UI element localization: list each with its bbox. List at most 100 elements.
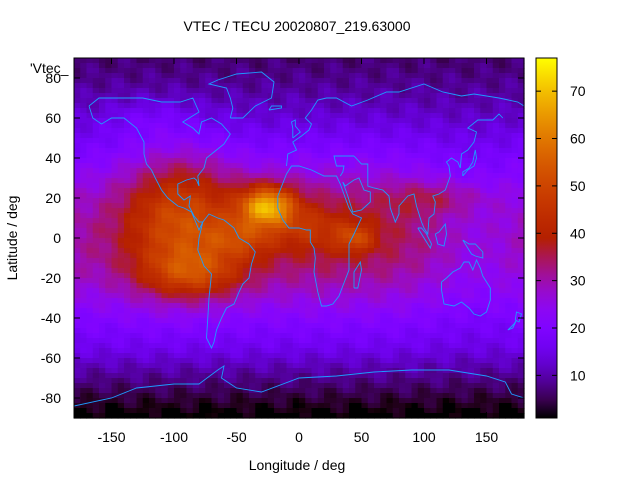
heatmap-cell	[392, 313, 400, 319]
heatmap-cell	[267, 263, 275, 269]
heatmap-cell	[417, 373, 425, 379]
heatmap-cell	[236, 228, 244, 234]
heatmap-cell	[480, 73, 488, 79]
heatmap-cell	[249, 263, 256, 269]
heatmap-cell	[392, 263, 400, 269]
heatmap-cell	[99, 143, 106, 149]
heatmap-cell	[349, 323, 356, 329]
heatmap-cell	[174, 243, 181, 249]
heatmap-cell	[242, 223, 250, 229]
heatmap-cell	[242, 353, 250, 359]
heatmap-cell	[249, 298, 256, 304]
heatmap-cell	[286, 248, 294, 254]
heatmap-cell	[192, 373, 200, 379]
heatmap-cell	[117, 198, 125, 204]
heatmap-cell	[111, 343, 119, 349]
heatmap-cell	[249, 323, 256, 329]
heatmap-cell	[111, 263, 119, 269]
heatmap-cell	[305, 348, 313, 354]
heatmap-cell	[411, 98, 419, 104]
heatmap-cell	[124, 303, 131, 309]
heatmap-cell	[417, 393, 425, 399]
heatmap-cell	[186, 153, 194, 159]
heatmap-cell	[224, 258, 231, 264]
heatmap-cell	[74, 343, 81, 349]
heatmap-cell	[217, 188, 225, 194]
heatmap-cell	[167, 313, 175, 319]
heatmap-cell	[174, 163, 181, 169]
heatmap-cell	[124, 88, 131, 94]
heatmap-cell	[317, 358, 325, 364]
heatmap-cell	[474, 238, 481, 244]
heatmap-cell	[411, 168, 419, 174]
heatmap-cell	[205, 283, 213, 289]
heatmap-cell	[155, 123, 163, 129]
heatmap-cell	[492, 83, 500, 89]
heatmap-cell	[130, 338, 138, 344]
heatmap-cell	[155, 183, 163, 189]
heatmap-cell	[442, 308, 450, 314]
heatmap-cell	[455, 258, 463, 264]
heatmap-cell	[192, 313, 200, 319]
heatmap-cell	[286, 318, 294, 324]
heatmap-cell	[361, 203, 369, 209]
heatmap-cell	[161, 98, 169, 104]
heatmap-cell	[249, 348, 256, 354]
heatmap-cell	[280, 338, 288, 344]
heatmap-cell	[224, 203, 231, 209]
heatmap-cell	[311, 83, 319, 89]
heatmap-cell	[411, 143, 419, 149]
heatmap-cell	[124, 63, 131, 69]
heatmap-cell	[374, 78, 381, 84]
heatmap-cell	[392, 348, 400, 354]
heatmap-cell	[274, 108, 281, 114]
heatmap-cell	[361, 73, 369, 79]
heatmap-cell	[474, 198, 481, 204]
heatmap-cell	[424, 308, 431, 314]
heatmap-cell	[511, 88, 519, 94]
heatmap-cell	[442, 298, 450, 304]
heatmap-cell	[499, 388, 506, 394]
heatmap-cell	[424, 78, 431, 84]
heatmap-cell	[92, 168, 100, 174]
heatmap-cell	[192, 173, 200, 179]
heatmap-cell	[330, 188, 338, 194]
heatmap-cell	[199, 63, 206, 69]
heatmap-cell	[367, 288, 375, 294]
heatmap-cell	[455, 153, 463, 159]
heatmap-cell	[261, 283, 269, 289]
heatmap-cell	[292, 168, 300, 174]
heatmap-cell	[342, 218, 350, 224]
heatmap-cell	[274, 268, 281, 274]
heatmap-cell	[517, 308, 525, 314]
heatmap-cell	[124, 358, 131, 364]
heatmap-cell	[424, 393, 431, 399]
heatmap-cell	[149, 68, 156, 74]
heatmap-cell	[342, 293, 350, 299]
heatmap-cell	[511, 353, 519, 359]
heatmap-cell	[355, 223, 363, 229]
heatmap-cell	[405, 263, 413, 269]
heatmap-cell	[192, 98, 200, 104]
heatmap-cell	[411, 348, 419, 354]
heatmap-cell	[399, 73, 406, 79]
heatmap-cell	[130, 73, 138, 79]
heatmap-cell	[186, 173, 194, 179]
heatmap-cell	[92, 298, 100, 304]
heatmap-cell	[205, 253, 213, 259]
heatmap-cell	[355, 68, 363, 74]
heatmap-cell	[205, 213, 213, 219]
heatmap-cell	[474, 393, 481, 399]
heatmap-cell	[230, 183, 238, 189]
heatmap-cell	[199, 158, 206, 164]
heatmap-cell	[192, 188, 200, 194]
heatmap-cell	[255, 73, 263, 79]
heatmap-cell	[130, 358, 138, 364]
heatmap-cell	[230, 133, 238, 139]
heatmap-cell	[174, 273, 181, 279]
heatmap-cell	[417, 248, 425, 254]
heatmap-cell	[392, 343, 400, 349]
heatmap-cell	[349, 143, 356, 149]
heatmap-cell	[355, 238, 363, 244]
heatmap-cell	[86, 358, 94, 364]
